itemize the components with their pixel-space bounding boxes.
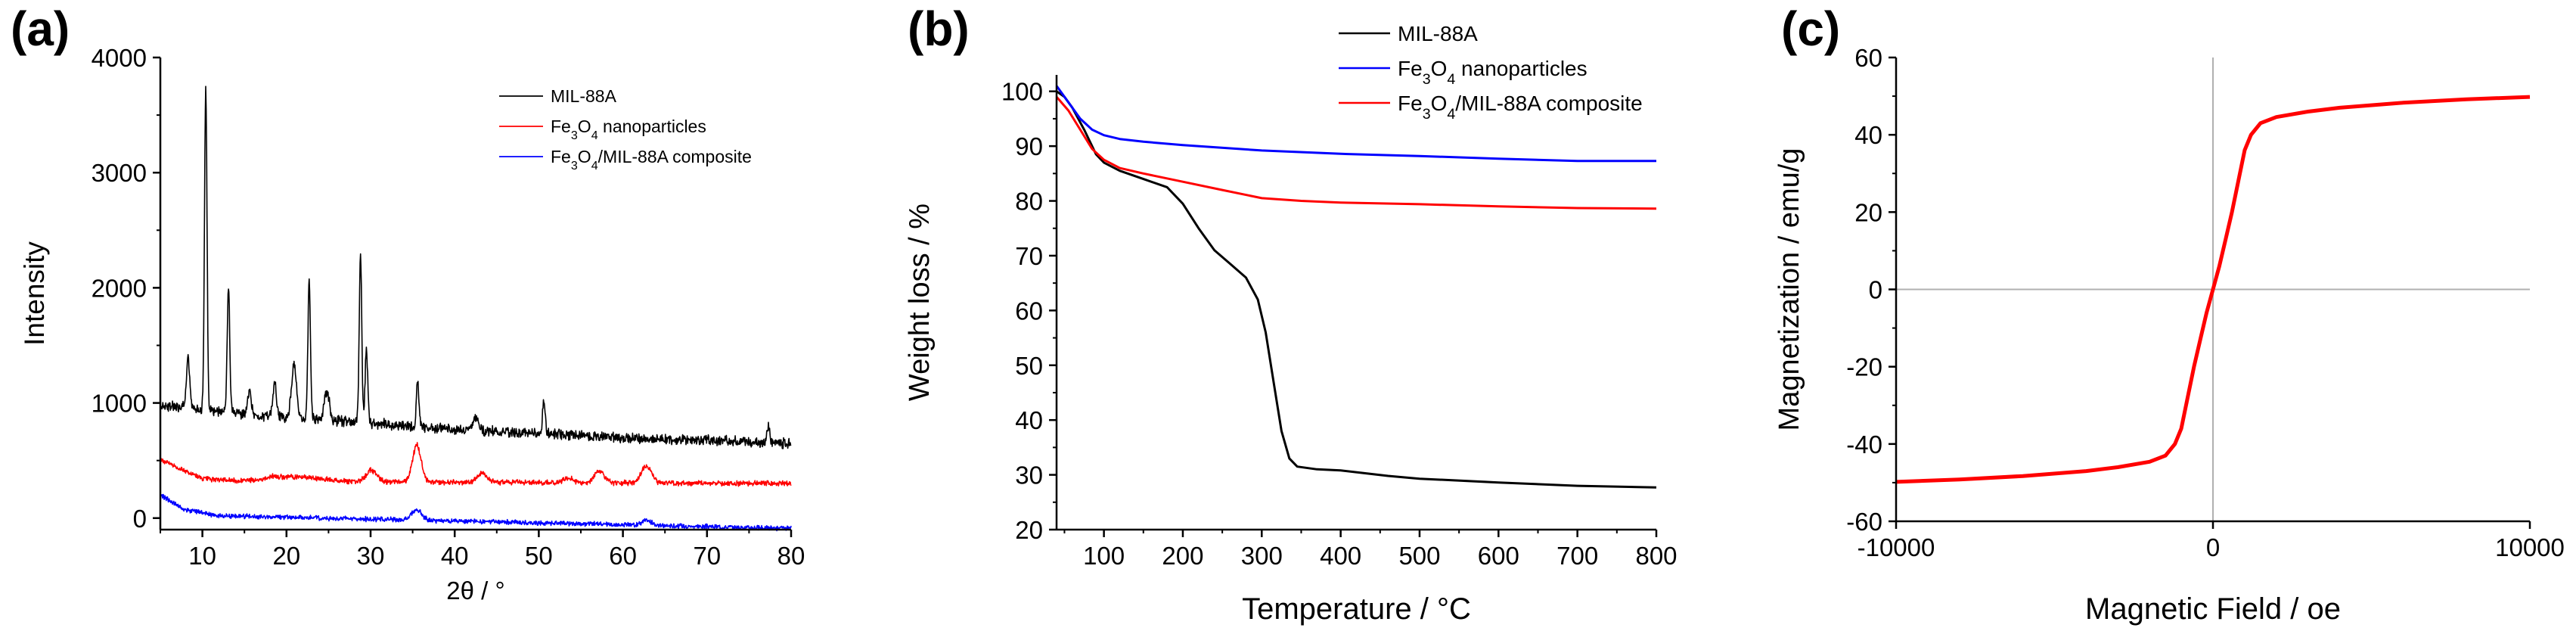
series-line-1 bbox=[160, 85, 792, 449]
x-tick-label: 50 bbox=[525, 542, 553, 570]
x-tick-label: 500 bbox=[1398, 542, 1440, 570]
x-tick-label: 100 bbox=[1083, 542, 1125, 570]
legend-label: Fe3O4 nanoparticles bbox=[1398, 57, 1587, 88]
legend-label: MIL-88A bbox=[551, 86, 617, 106]
x-tick-label: 70 bbox=[693, 542, 721, 570]
y-tick-label: 3000 bbox=[92, 159, 147, 187]
series-line-1 bbox=[1895, 95, 2531, 484]
y-axis-title: Weight loss / % bbox=[904, 204, 936, 401]
y-tick-label: 70 bbox=[1015, 242, 1043, 270]
x-tick-label: 60 bbox=[609, 542, 637, 570]
x-tick-label: 10 bbox=[188, 542, 216, 570]
y-tick-label: 20 bbox=[1015, 516, 1043, 544]
x-tick-label: 80 bbox=[777, 542, 805, 570]
x-axis-title: 2θ / ° bbox=[446, 577, 504, 605]
x-tick-label: 200 bbox=[1162, 542, 1203, 570]
legend: MIL-88A Fe3O4 nanoparticles Fe3O4/MIL-88A … bbox=[499, 86, 752, 173]
series-line-3 bbox=[1055, 96, 1657, 210]
y-tick-label: -60 bbox=[1846, 508, 1882, 536]
y-tick-label: 60 bbox=[1854, 44, 1882, 72]
y-axis-title: Intensity bbox=[19, 241, 50, 346]
legend-label: Fe3O4/MIL-88A composite bbox=[551, 147, 752, 173]
y-tick-label: -40 bbox=[1846, 431, 1882, 458]
x-tick-label: 40 bbox=[441, 542, 469, 570]
x-axis-title: Temperature / °C bbox=[1242, 592, 1471, 626]
x-tick-label: 400 bbox=[1320, 542, 1361, 570]
y-axis-title: Magnetization / emu/g bbox=[1774, 148, 1805, 431]
y-tick-label: 1000 bbox=[92, 390, 147, 418]
y-tick-label: 20 bbox=[1854, 198, 1882, 226]
y-tick-label: 80 bbox=[1015, 188, 1043, 216]
x-tick-label: 0 bbox=[2206, 533, 2220, 561]
y-tick-label: 2000 bbox=[92, 274, 147, 302]
y-tick-label: 100 bbox=[1001, 78, 1043, 106]
x-tick-label: 30 bbox=[357, 542, 385, 570]
chart-panel-1: (a) 10 20 30 40 50 60 70 80 0 1000 2000 3000 4000 2θ /… bbox=[11, 2, 805, 605]
x-axis-title: Magnetic Field / oe bbox=[2085, 592, 2341, 626]
x-tick-label: 20 bbox=[272, 542, 300, 570]
legend: MIL-88A Fe3O4 nanoparticles Fe3O4/MIL-88A … bbox=[1339, 22, 1643, 123]
y-tick-label: 40 bbox=[1015, 406, 1043, 434]
x-tick-label: 300 bbox=[1241, 542, 1283, 570]
panel-label: (a) bbox=[11, 2, 70, 56]
chart-panel-3: (c) -10000 0 10000 -60 -40 -20 0 20 40 60 Magnetic … bbox=[1774, 2, 2565, 626]
y-tick-label: -20 bbox=[1846, 353, 1882, 381]
y-tick-label: 50 bbox=[1015, 352, 1043, 380]
legend-label: MIL-88A bbox=[1398, 22, 1478, 45]
x-tick-label: 10000 bbox=[2495, 533, 2565, 561]
series-line-2 bbox=[160, 442, 792, 487]
panel-label: (c) bbox=[1781, 2, 1840, 56]
legend-label: Fe3O4/MIL-88A composite bbox=[1398, 92, 1643, 123]
series-line-1 bbox=[1056, 90, 1657, 489]
y-tick-label: 90 bbox=[1015, 132, 1043, 160]
y-tick-label: 40 bbox=[1854, 121, 1882, 149]
series-line-3 bbox=[160, 493, 792, 532]
x-tick-label: 800 bbox=[1635, 542, 1677, 570]
y-tick-label: 60 bbox=[1015, 297, 1043, 325]
x-tick-label: 600 bbox=[1478, 542, 1519, 570]
chart-panel-2: (b) 100 200 300 400 500 600 700 800 20 30 40 50 60 70 8… bbox=[904, 2, 1678, 626]
x-tick-label: -10000 bbox=[1858, 533, 1935, 561]
y-tick-label: 0 bbox=[1869, 276, 1882, 304]
y-tick-label: 4000 bbox=[92, 44, 147, 72]
y-tick-label: 30 bbox=[1015, 462, 1043, 490]
series-line-2 bbox=[1055, 85, 1656, 163]
legend-label: Fe3O4 nanoparticles bbox=[551, 117, 706, 142]
y-tick-label: 0 bbox=[133, 505, 147, 533]
x-tick-label: 700 bbox=[1556, 542, 1598, 570]
panel-label: (b) bbox=[908, 2, 970, 56]
